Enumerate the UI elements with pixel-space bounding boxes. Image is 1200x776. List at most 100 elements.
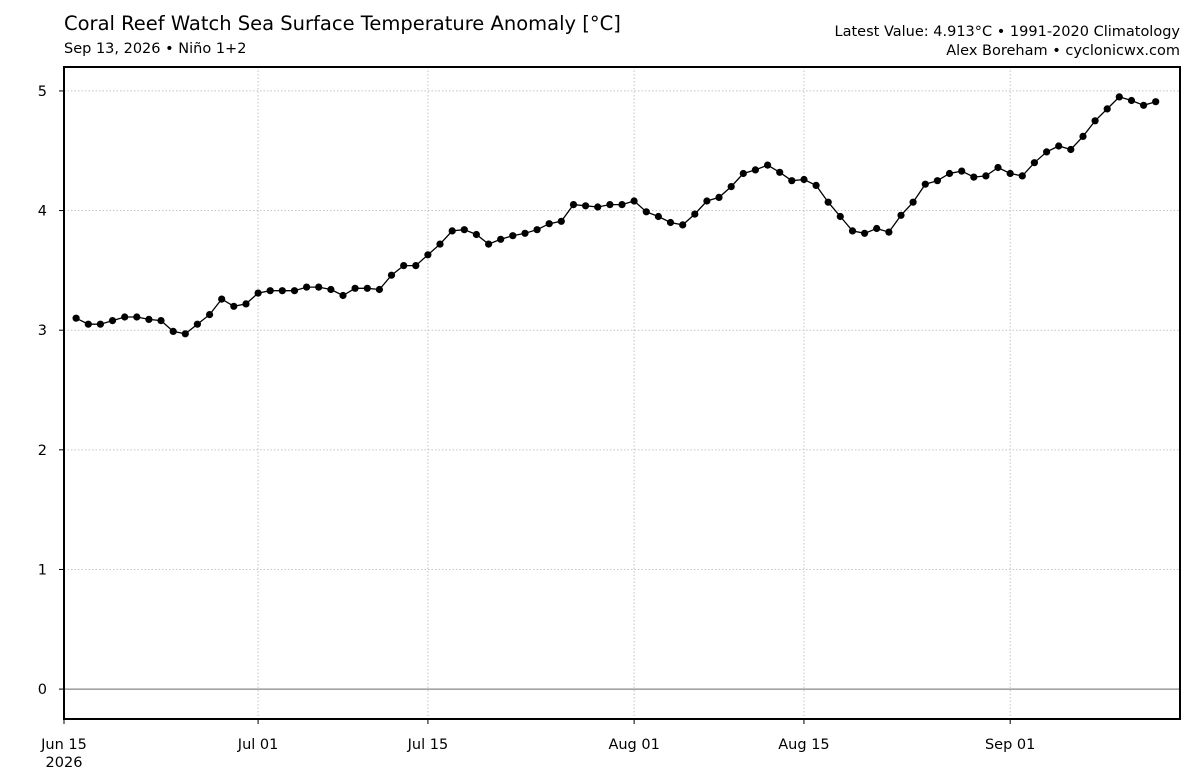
data-point (206, 311, 214, 319)
data-point (509, 232, 517, 240)
series-line (75, 96, 1156, 335)
data-point (363, 284, 371, 292)
data-point (606, 201, 614, 209)
data-point (921, 180, 929, 188)
data-point (848, 227, 857, 235)
data-point (970, 173, 978, 181)
data-point (133, 313, 141, 321)
data-point (230, 302, 238, 310)
data-point (1067, 145, 1075, 154)
data-point (448, 227, 456, 235)
data-point (909, 198, 917, 206)
data-point (945, 169, 954, 178)
x-tick-label: Aug 15 (778, 737, 829, 753)
data-point (666, 218, 675, 227)
latest-value-info: Latest Value: 4.913°C • 1991-2020 Climat… (834, 24, 1180, 40)
data-point (1043, 148, 1051, 156)
data-point (375, 285, 383, 294)
data-point (800, 175, 808, 184)
data-point (1091, 117, 1099, 125)
x-tick-label: Jul 15 (407, 737, 449, 753)
data-point (521, 229, 529, 237)
plot-frame (63, 66, 1181, 720)
data-point (679, 221, 687, 229)
y-tick-label: 2 (38, 443, 47, 459)
data-point (108, 317, 117, 325)
data-point (582, 202, 590, 210)
data-point (994, 163, 1002, 172)
x-tick-label: Sep 01 (985, 737, 1035, 753)
data-point (1115, 93, 1123, 101)
data-point (776, 168, 784, 176)
data-point (84, 320, 92, 328)
data-point (96, 320, 104, 328)
data-point (727, 183, 735, 191)
x-tick-sublabel: 2026 (46, 755, 83, 771)
data-point (424, 251, 432, 259)
data-point (982, 172, 990, 180)
data-point (812, 181, 820, 189)
data-point (824, 198, 832, 206)
data-point (642, 208, 650, 216)
data-point (1103, 105, 1111, 113)
data-point (290, 287, 299, 295)
data-point (836, 212, 844, 221)
data-point (861, 229, 869, 237)
data-point (315, 283, 323, 291)
data-point (303, 283, 311, 291)
data-point (885, 228, 893, 236)
data-point (72, 314, 80, 322)
data-point (594, 203, 602, 211)
data-point (751, 166, 760, 174)
data-point (339, 291, 347, 300)
data-point (266, 287, 274, 295)
data-point (764, 161, 772, 169)
data-point (145, 315, 153, 323)
y-tick-label: 0 (38, 682, 47, 698)
data-point (703, 197, 711, 205)
data-point (400, 262, 408, 270)
data-point (169, 327, 177, 335)
data-point (545, 220, 553, 228)
data-point (1152, 98, 1160, 106)
data-point (436, 240, 444, 248)
data-point (618, 201, 626, 209)
data-point (1127, 96, 1136, 105)
data-point (387, 271, 396, 279)
x-tick-label: Aug 01 (608, 737, 659, 753)
data-point (654, 212, 663, 221)
data-point (472, 230, 480, 239)
data-point (157, 317, 165, 325)
data-point (691, 210, 699, 218)
data-point (1030, 159, 1038, 167)
data-point (569, 201, 578, 209)
data-point (557, 217, 565, 225)
data-point (933, 177, 942, 185)
data-point (715, 193, 723, 201)
x-tick-label: Jun 15 (40, 737, 87, 753)
y-tick-label: 1 (38, 562, 47, 578)
data-point (958, 167, 966, 175)
data-point (485, 240, 493, 248)
data-point (278, 287, 286, 295)
data-point (351, 284, 359, 292)
data-point (218, 295, 226, 303)
data-point (121, 313, 129, 321)
data-point (897, 211, 905, 219)
data-point (460, 226, 468, 234)
data-point (412, 262, 420, 270)
y-tick-label: 4 (38, 204, 47, 220)
chart-subtitle: Sep 13, 2026 • Niño 1+2 (64, 41, 247, 57)
data-point (873, 224, 881, 233)
data-point (1006, 169, 1014, 178)
data-point (181, 330, 189, 338)
data-point (1055, 142, 1063, 150)
data-point (788, 177, 796, 185)
chart-title: Coral Reef Watch Sea Surface Temperature… (64, 12, 621, 35)
data-point (193, 320, 201, 328)
data-point (1018, 172, 1026, 180)
x-tick-label: Jul 01 (237, 737, 279, 753)
data-point (254, 289, 262, 297)
data-point (497, 235, 505, 243)
